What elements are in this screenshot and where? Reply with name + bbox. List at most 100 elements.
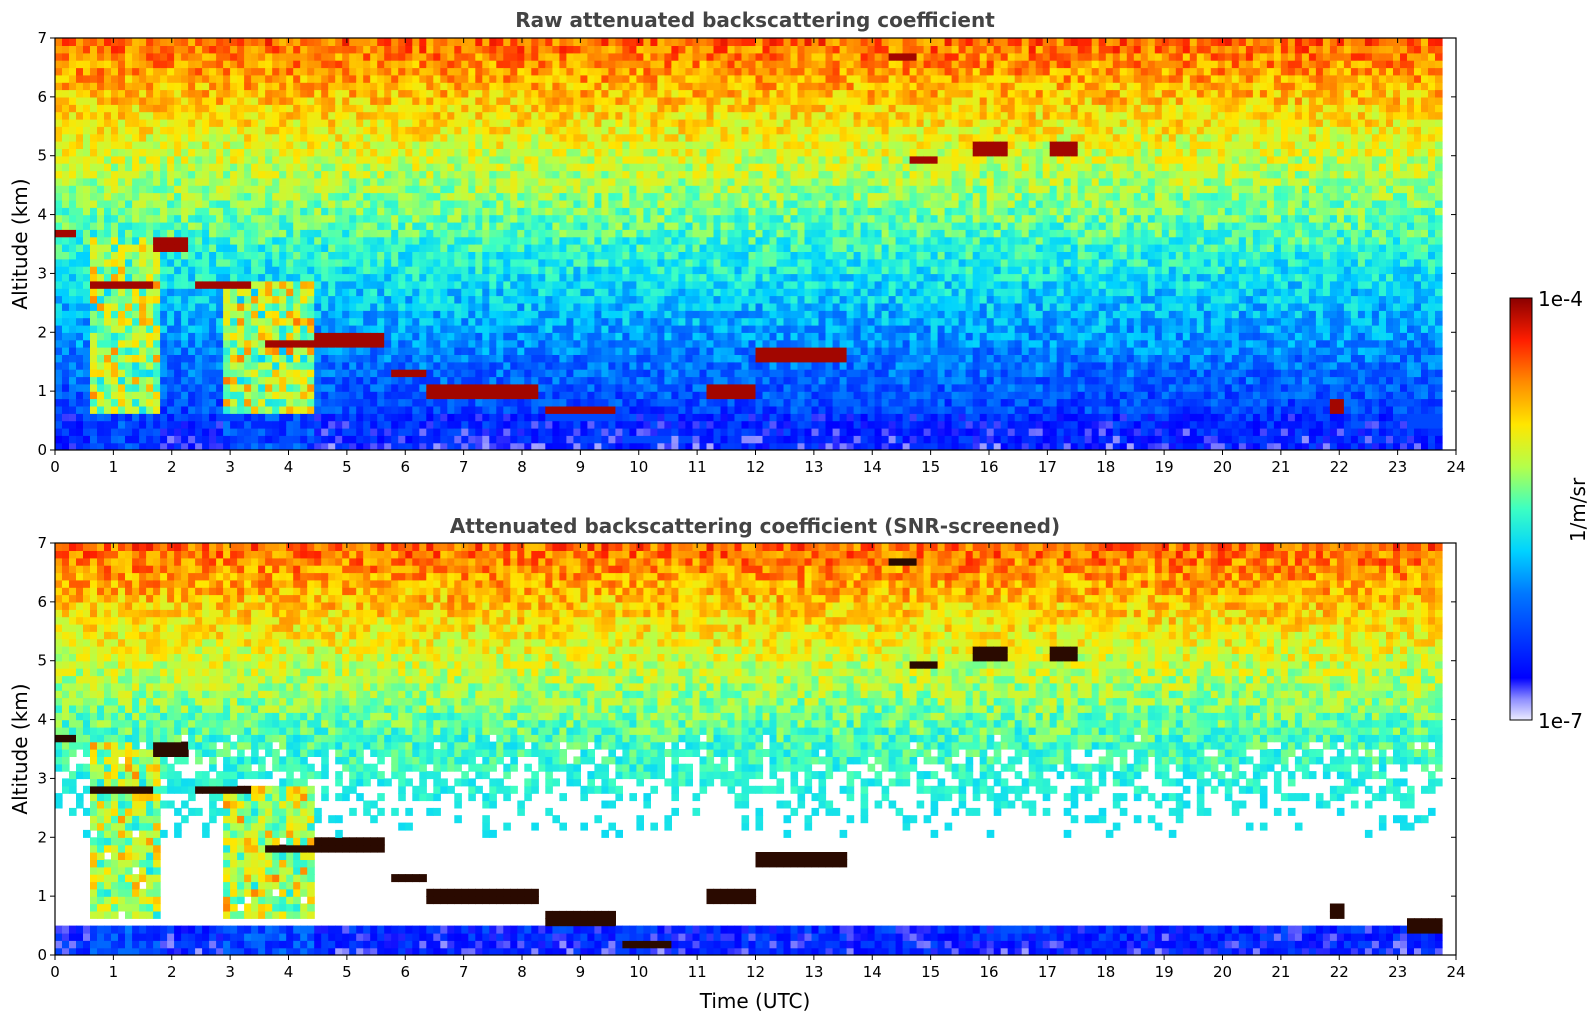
heatmap-cell [90,155,98,164]
heatmap-cell [209,442,217,450]
heatmap-cell [118,405,126,414]
heatmap-cell [510,332,518,341]
heatmap-cell [636,251,644,260]
heatmap-cell [419,155,427,164]
heatmap-cell [580,391,588,400]
heatmap-cell [223,361,231,370]
heatmap-cell [559,302,567,311]
heatmap-cell [272,302,280,311]
heatmap-cell [321,74,329,83]
heatmap-cell [391,354,399,363]
heatmap-cell [363,96,371,105]
heatmap-cell [258,96,266,105]
heatmap-cell [573,251,581,260]
heatmap-cell [83,383,91,392]
heatmap-cell [629,302,637,311]
heatmap-cell [286,236,294,245]
heatmap-cell [139,214,147,223]
heatmap-cell [167,310,175,319]
heatmap-cell [678,361,686,370]
heatmap-cell [496,310,504,319]
heatmap-cell [566,52,574,61]
heatmap-cell [279,111,287,120]
heatmap-cell [664,420,672,429]
heatmap-cell [601,141,609,149]
heatmap-cell [447,383,455,392]
heatmap-cell [545,96,553,105]
heatmap-cell [636,266,644,275]
heatmap-cell [356,427,364,436]
heatmap-cell [496,170,504,179]
heatmap-cell [545,354,553,363]
heatmap-cell [223,67,231,76]
heatmap-cell [650,45,658,54]
heatmap-cell [531,302,539,311]
heatmap-cell [482,170,490,179]
heatmap-cell [629,405,637,414]
heatmap-cell [97,118,105,127]
heatmap-cell [335,177,343,186]
heatmap-cell [328,148,336,157]
heatmap-cell [615,111,623,120]
heatmap-cell [83,354,91,363]
heatmap-cell [293,427,301,436]
heatmap-cell [104,236,112,245]
heatmap-cell [90,214,98,223]
heatmap-cell [384,266,392,275]
heatmap-cell [90,339,98,348]
heatmap-cell [272,369,280,378]
heatmap-cell [622,280,630,289]
heatmap-cell [664,310,672,319]
heatmap-cell [440,133,448,142]
heatmap-cell [573,38,581,46]
heatmap-cell [594,354,602,363]
heatmap-cell [244,244,252,252]
heatmap-cell [293,236,301,245]
heatmap-cell [349,236,357,245]
heatmap-cell [272,354,280,363]
heatmap-cell [139,133,147,142]
heatmap-cell [132,185,140,194]
heatmap-cell [650,258,658,267]
heatmap-cell [538,258,546,267]
heatmap-cell [664,413,672,422]
heatmap-cell [202,96,210,105]
heatmap-cell [230,38,238,46]
heatmap-cell [601,118,609,127]
heatmap-cell [83,266,91,275]
heatmap-cell [251,413,259,422]
heatmap-cell [461,369,469,378]
heatmap-cell [671,163,679,172]
heatmap-cell [209,221,217,230]
heatmap-cell [517,339,525,348]
heatmap-cell [377,361,385,370]
heatmap-cell [559,435,567,444]
heatmap-cell [321,354,329,363]
heatmap-cell [146,376,154,385]
heatmap-cell [377,332,385,341]
heatmap-cell [650,170,658,179]
heatmap-cell [230,244,238,252]
heatmap-cell [209,236,217,245]
heatmap-cell [139,104,147,113]
heatmap-cell [314,383,322,392]
heatmap-cell [573,126,581,135]
heatmap-cell [489,310,497,319]
heatmap-cell [223,185,231,194]
heatmap-cell [377,214,385,223]
heatmap-cell [496,74,504,83]
heatmap-cell [524,258,532,267]
heatmap-cell [412,214,420,223]
heatmap-cell [615,141,623,149]
heatmap-cell [279,324,287,333]
heatmap-cell [608,383,616,392]
heatmap-cell [510,427,518,436]
heatmap-cell [636,288,644,297]
heatmap-cell [510,420,518,429]
heatmap-cell [482,207,490,216]
heatmap-cell [643,332,651,341]
heatmap-cell [531,280,539,289]
heatmap-cell [517,199,525,208]
heatmap-cell [321,52,329,61]
heatmap-cell [174,177,182,186]
